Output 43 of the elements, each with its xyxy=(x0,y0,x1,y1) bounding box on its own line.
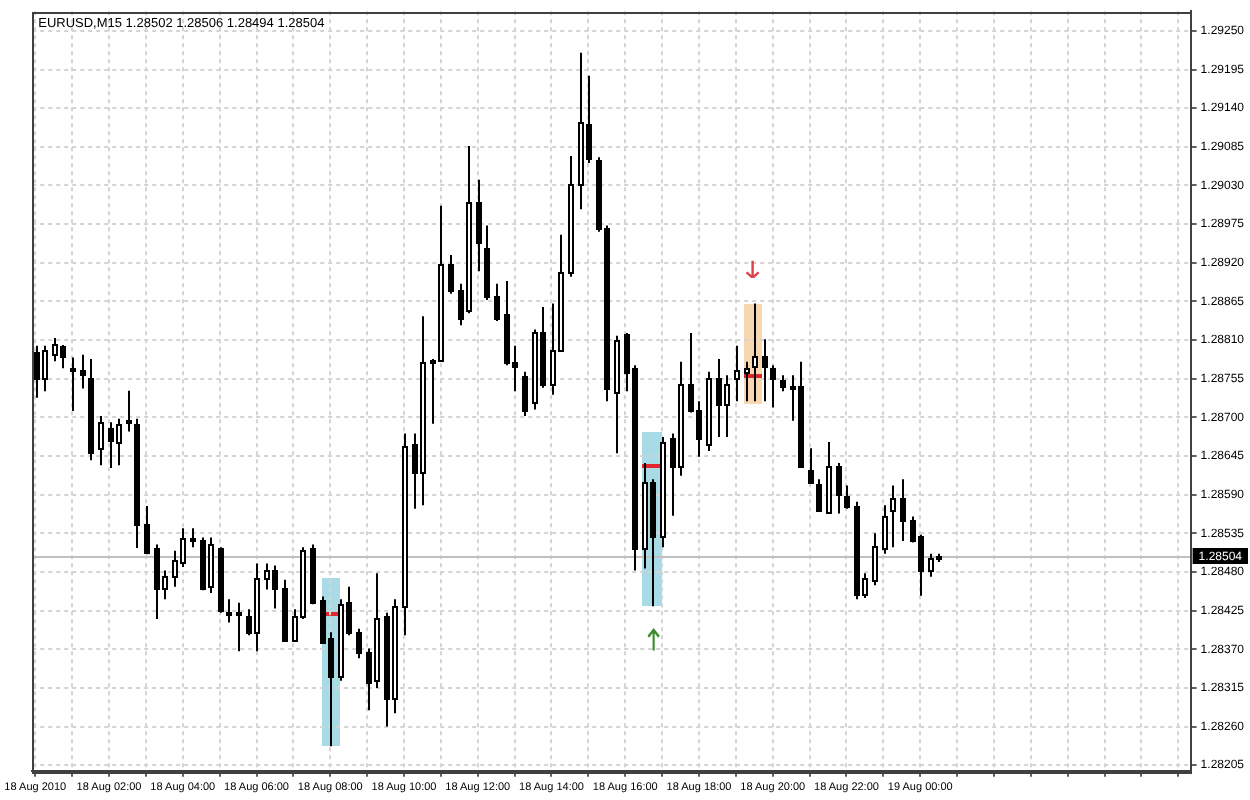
candlestick xyxy=(272,564,278,610)
candlestick xyxy=(484,224,490,301)
candlestick xyxy=(716,358,722,439)
candlestick xyxy=(882,504,888,555)
candlestick xyxy=(890,484,896,549)
candlestick xyxy=(144,504,150,556)
candlestick xyxy=(126,389,132,433)
candlestick xyxy=(836,462,842,515)
candlestick xyxy=(744,360,750,403)
candlestick xyxy=(752,302,758,403)
candlestick xyxy=(108,421,114,469)
candlestick xyxy=(200,536,206,592)
candlestick xyxy=(494,282,500,323)
candlestick xyxy=(476,178,482,273)
candlestick xyxy=(116,417,122,467)
candlestick xyxy=(154,543,160,621)
candlestick xyxy=(264,562,270,591)
candlestick xyxy=(504,280,510,367)
candlestick xyxy=(762,338,768,403)
candlestick xyxy=(816,478,822,513)
candlestick xyxy=(190,527,196,549)
candlestick xyxy=(872,532,878,587)
candlestick xyxy=(844,484,850,510)
candlestick xyxy=(808,447,814,485)
candlestick xyxy=(928,552,934,578)
candlestick xyxy=(770,364,776,409)
candlestick xyxy=(900,478,906,543)
candlestick xyxy=(98,414,104,467)
candlestick xyxy=(42,344,48,393)
candlestick xyxy=(70,356,76,413)
candlestick xyxy=(734,344,740,403)
candlestick xyxy=(80,353,86,390)
candlestick xyxy=(52,336,58,363)
candlestick xyxy=(34,344,40,399)
candlestick xyxy=(236,601,242,653)
candlestick xyxy=(826,440,832,515)
candlestick xyxy=(208,536,214,595)
candlestick xyxy=(448,254,454,295)
candlestick xyxy=(356,627,362,660)
candlestick xyxy=(724,374,730,439)
candlestick xyxy=(226,598,232,624)
candlestick xyxy=(522,370,528,417)
candlestick xyxy=(60,343,66,370)
